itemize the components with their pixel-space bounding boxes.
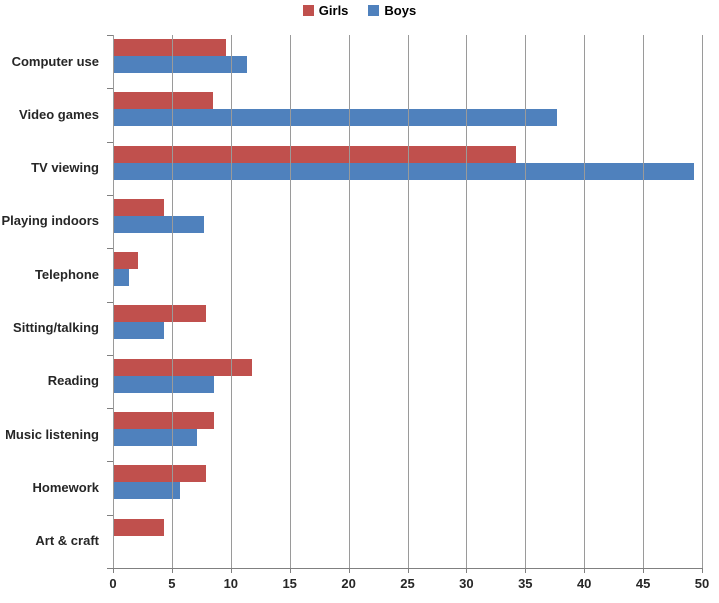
category-labels: Computer use Video games TV viewing Playing… bbox=[0, 35, 105, 568]
y-tick bbox=[107, 88, 113, 90]
category-label: Art & craft bbox=[35, 533, 99, 549]
x-axis-labels: 0 5 10 15 20 25 30 35 40 45 50 bbox=[109, 576, 709, 592]
gridline-x-30 bbox=[466, 35, 468, 568]
boys-bar bbox=[113, 322, 164, 340]
girls-bar bbox=[113, 145, 516, 163]
category-row bbox=[113, 195, 702, 248]
category-label: TV viewing bbox=[31, 160, 99, 176]
legend-item-girls: Girls bbox=[302, 3, 349, 18]
x-tick-label: 40 bbox=[576, 576, 592, 591]
category-label: Playing indoors bbox=[1, 213, 99, 229]
legend-label: Girls bbox=[318, 3, 349, 18]
y-tick bbox=[107, 141, 113, 143]
x-tick-label: 0 bbox=[109, 576, 117, 591]
x-tick-label: 30 bbox=[459, 576, 474, 591]
gridline-x-25 bbox=[407, 35, 409, 568]
boys-bar bbox=[113, 56, 248, 73]
x-tick bbox=[113, 568, 114, 573]
category-row bbox=[113, 515, 702, 568]
y-tick bbox=[107, 514, 113, 516]
boys-bar bbox=[113, 269, 130, 287]
category-row bbox=[113, 248, 702, 301]
gridline-x-15 bbox=[289, 35, 291, 568]
x-tick-label: 5 bbox=[168, 576, 176, 591]
category-label: Video games bbox=[19, 106, 99, 122]
gridline-x-40 bbox=[584, 35, 586, 568]
y-tick bbox=[107, 354, 113, 356]
legend-swatch-boys bbox=[368, 5, 380, 16]
girls-bar bbox=[113, 198, 164, 216]
x-tick bbox=[702, 568, 703, 573]
girls-bar bbox=[113, 358, 252, 376]
category-label: Computer use bbox=[11, 53, 99, 69]
category-row bbox=[113, 355, 702, 408]
bar-rows bbox=[113, 35, 702, 568]
gridline-x-0 bbox=[113, 35, 114, 568]
boys-bar bbox=[113, 215, 204, 233]
x-tick bbox=[584, 568, 586, 573]
category-label: Telephone bbox=[34, 266, 99, 282]
category-row bbox=[113, 408, 702, 461]
boys-bar bbox=[113, 109, 558, 127]
girls-bar bbox=[113, 92, 214, 110]
gridline-x-5 bbox=[171, 35, 173, 568]
girls-bar bbox=[113, 39, 227, 56]
category-row bbox=[113, 301, 702, 354]
x-tick bbox=[525, 568, 527, 573]
legend-item-boys: Boys bbox=[368, 3, 416, 18]
x-tick bbox=[643, 568, 645, 573]
x-tick bbox=[230, 568, 232, 573]
legend-label: Boys bbox=[384, 3, 417, 18]
category-label: Homework bbox=[32, 479, 99, 495]
y-tick bbox=[107, 35, 113, 36]
girls-bar bbox=[113, 305, 207, 323]
girls-bar bbox=[113, 518, 164, 536]
gridline-x-45 bbox=[643, 35, 645, 568]
category-label: Reading bbox=[47, 373, 99, 389]
x-tick bbox=[171, 568, 173, 573]
category-label: Sitting/talking bbox=[13, 320, 99, 335]
y-tick bbox=[107, 248, 113, 250]
x-tick-label: 20 bbox=[341, 576, 356, 591]
gridline-x-35 bbox=[525, 35, 527, 568]
x-tick bbox=[348, 568, 350, 573]
y-tick bbox=[107, 194, 113, 196]
x-tick bbox=[289, 568, 291, 573]
x-tick-label: 10 bbox=[223, 576, 239, 591]
x-tick-label: 50 bbox=[694, 576, 710, 591]
boys-bar bbox=[113, 482, 181, 500]
gridline-x-20 bbox=[348, 35, 350, 568]
y-tick bbox=[107, 301, 113, 303]
boys-bar bbox=[113, 375, 215, 393]
girls-bar bbox=[113, 465, 207, 483]
legend-swatch-girls bbox=[302, 5, 314, 16]
girls-bar bbox=[113, 412, 215, 430]
x-tick bbox=[407, 568, 409, 573]
plot-area bbox=[113, 35, 703, 568]
y-tick bbox=[107, 408, 113, 410]
category-row bbox=[113, 461, 702, 514]
x-tick-label: 35 bbox=[518, 576, 533, 591]
category-row bbox=[113, 142, 702, 195]
category-row bbox=[113, 88, 702, 141]
legend: Girls Boys bbox=[0, 3, 719, 18]
y-tick bbox=[107, 568, 113, 569]
category-row bbox=[113, 35, 702, 88]
x-tick-label: 25 bbox=[400, 576, 415, 591]
y-tick bbox=[107, 461, 113, 463]
gridline-x-50 bbox=[702, 35, 703, 568]
category-label: Music listening bbox=[5, 426, 99, 442]
boys-bar bbox=[113, 429, 197, 447]
x-tick bbox=[466, 568, 468, 573]
x-tick-label: 45 bbox=[635, 576, 651, 591]
x-tick-label: 15 bbox=[282, 576, 297, 591]
gridline-x-10 bbox=[230, 35, 232, 568]
boys-bar bbox=[113, 162, 694, 180]
girls-bar bbox=[113, 252, 138, 270]
